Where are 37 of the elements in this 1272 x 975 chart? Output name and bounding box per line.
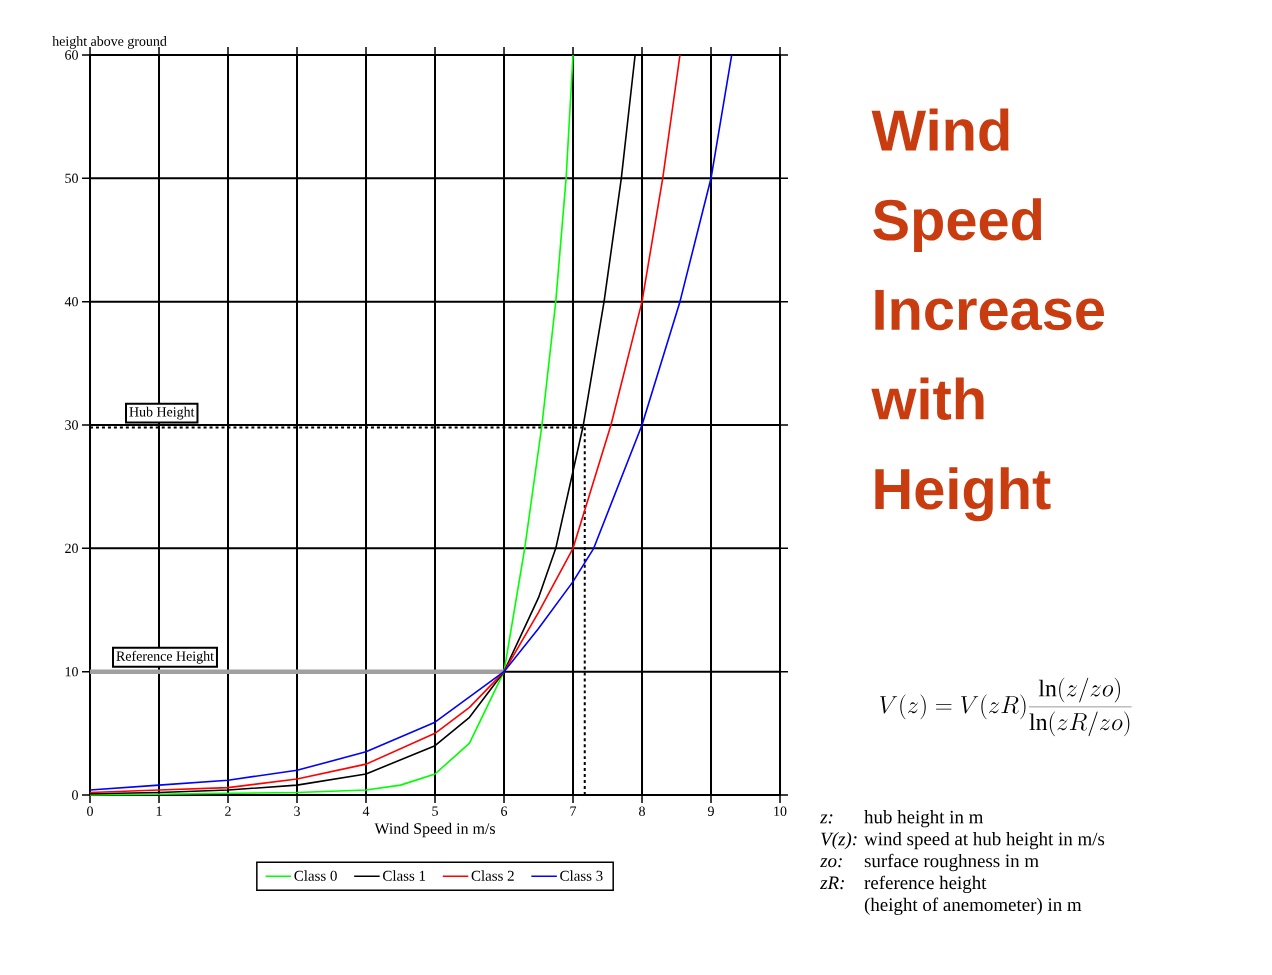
legend-label: Class 0 [294,870,337,881]
legend-label: Class 1 [383,870,426,881]
text: V(z): [821,832,857,850]
x-axis-title: Wind Speed in m/s [374,822,495,838]
legend-label: Class 3 [560,870,603,881]
x-tick-label: 2 [225,806,231,816]
y-tick-label: 30 [65,420,78,430]
y-tick-label: 10 [65,666,78,677]
ref-line-label: Reference Height [116,650,214,664]
text: hub height in m [864,810,984,828]
text: reference height [864,875,987,894]
x-tick-label: 3 [294,806,300,816]
y-axis-title: height above ground [52,36,167,49]
text: surface roughness in m [864,853,1039,872]
text: wind speed at hub height in m/s [864,832,1105,850]
x-tick-label: 7 [570,806,577,816]
x-tick-label: 1 [156,806,162,816]
x-tick-label: 4 [362,806,370,816]
y-tick-label: 60 [65,50,78,60]
y-tick-label: 40 [64,296,78,307]
text: $V(z)=V(zR)\frac{\ln(z/zo)}{\ln(zR/zo)}$ [879,677,1132,737]
y-tick-label: 0 [72,790,78,800]
y-tick-label: 20 [65,543,78,554]
x-tick-label: 0 [87,806,93,816]
x-tick-label: 6 [501,806,508,816]
ref-line-label: Hub Height [129,406,195,420]
y-tick-label: 50 [65,173,78,184]
x-tick-label: 9 [707,806,714,816]
text: (height of anemometer) in m [864,897,1082,915]
x-tick-label: 10 [774,806,787,816]
text: zR: [819,876,844,890]
x-tick-label: 8 [639,806,645,816]
x-tick-label: 5 [432,806,438,816]
text: zo: [819,858,842,868]
text: Wind Speed Increase with Height [871,108,1105,522]
text: z: [819,814,833,824]
legend-label: Class 2 [471,870,514,881]
